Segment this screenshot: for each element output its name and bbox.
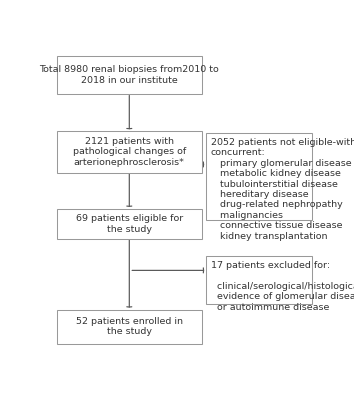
Text: 2052 patients not eligible-with
concurrent:
   primary glomerular disease
   met: 2052 patients not eligible-with concurre…: [211, 138, 354, 240]
FancyBboxPatch shape: [57, 131, 202, 173]
Text: Total 8980 renal biopsies from2010 to
2018 in our institute: Total 8980 renal biopsies from2010 to 20…: [39, 65, 219, 85]
FancyBboxPatch shape: [57, 56, 202, 94]
FancyBboxPatch shape: [57, 310, 202, 344]
Text: 52 patients enrolled in
the study: 52 patients enrolled in the study: [76, 317, 183, 336]
Text: 17 patients excluded for:

  clinical/serological/histological
  evidence of glo: 17 patients excluded for: clinical/serol…: [211, 261, 354, 312]
Text: 69 patients eligible for
the study: 69 patients eligible for the study: [76, 214, 183, 234]
FancyBboxPatch shape: [206, 133, 312, 220]
FancyBboxPatch shape: [206, 256, 312, 304]
FancyBboxPatch shape: [57, 209, 202, 239]
Text: 2121 patients with
pathological changes of
arterionephrosclerosis*: 2121 patients with pathological changes …: [73, 137, 186, 167]
